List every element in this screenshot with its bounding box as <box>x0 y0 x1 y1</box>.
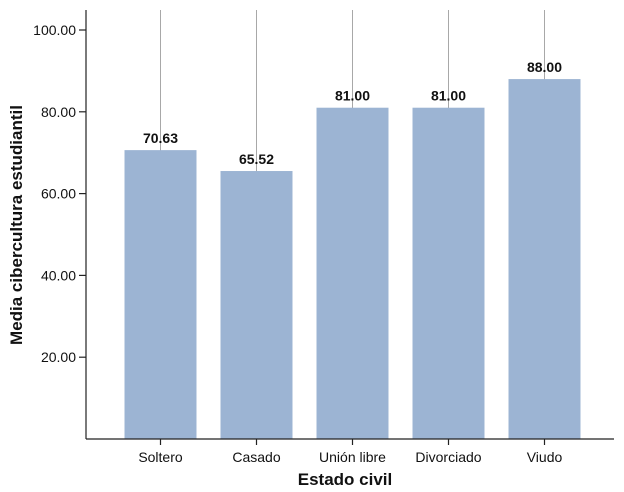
y-tick-label: 60.00 <box>41 186 76 202</box>
x-tick-label: Casado <box>232 449 280 465</box>
y-tick-label: 80.00 <box>41 104 76 120</box>
y-tick-label: 20.00 <box>41 349 76 365</box>
bar <box>220 171 293 439</box>
data-label: 65.52 <box>239 151 274 167</box>
data-label: 88.00 <box>527 59 562 75</box>
bar <box>508 79 581 439</box>
x-ticks: Soltero Casado Unión libre Divorciado Viudo <box>138 439 562 465</box>
data-label: 70.63 <box>143 130 178 146</box>
bar <box>316 107 389 440</box>
y-axis-title: Media cibercultura estudiantil <box>7 105 26 345</box>
data-label: 81.00 <box>431 88 466 104</box>
x-tick-label: Divorciado <box>415 449 481 465</box>
data-label: 81.00 <box>335 88 370 104</box>
bar <box>124 150 197 440</box>
y-tick-label: 100.00 <box>33 22 76 38</box>
data-labels: 70.63 65.52 81.00 81.00 88.00 <box>143 59 562 167</box>
x-tick-label: Unión libre <box>319 449 386 465</box>
x-axis-title: Estado civil <box>298 470 392 489</box>
y-tick-label: 40.00 <box>41 267 76 283</box>
y-ticks: 20.00 40.00 60.00 80.00 100.00 <box>33 22 86 365</box>
bar <box>412 107 485 440</box>
bars <box>124 79 581 440</box>
x-tick-label: Soltero <box>138 449 183 465</box>
x-tick-label: Viudo <box>527 449 563 465</box>
axes <box>85 10 614 440</box>
